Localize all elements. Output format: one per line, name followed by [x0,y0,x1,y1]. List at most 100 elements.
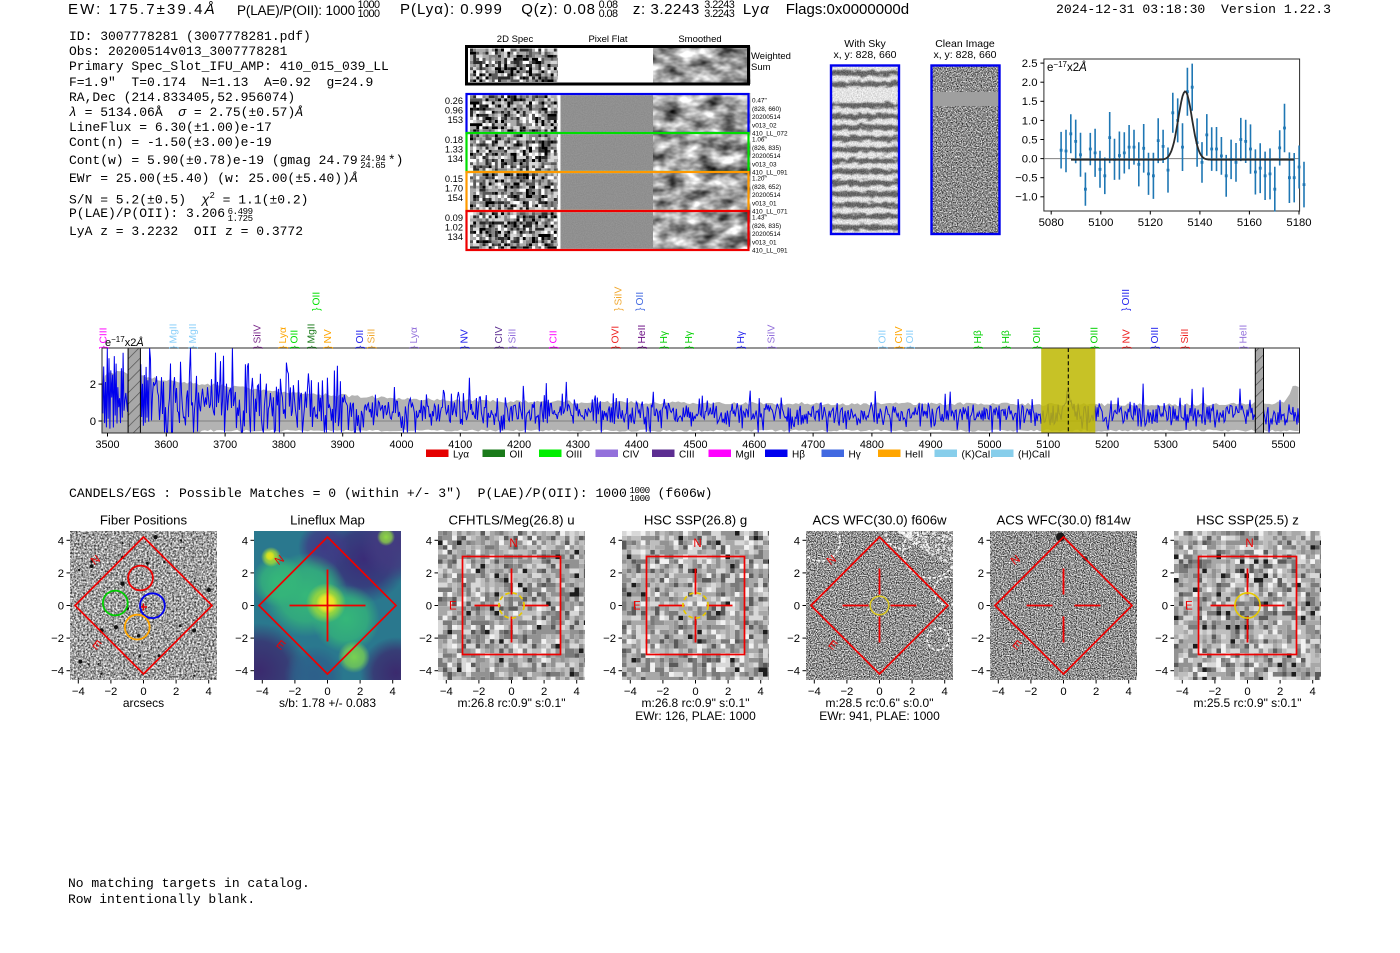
svg-text:2: 2 [1162,568,1168,580]
svg-text:m:28.5 rc:0.6" s:0.0": m:28.5 rc:0.6" s:0.0" [826,696,934,710]
svg-text:} CIV: } CIV [894,326,905,349]
svg-text:} NV: } NV [459,329,470,349]
svg-text:0: 0 [876,686,882,698]
svg-text:−0.5: −0.5 [1015,173,1037,185]
svg-text:E: E [1185,601,1193,613]
svg-text:ACS WFC(30.0) f814w: ACS WFC(30.0) f814w [996,513,1131,528]
svg-text:(826, 835): (826, 835) [752,145,781,152]
svg-text:m:26.8 rc:0.9" s:0.1": m:26.8 rc:0.9" s:0.1" [642,696,750,710]
svg-text:−1.0: −1.0 [1015,192,1037,204]
svg-text:} CIII: } CIII [98,327,109,349]
svg-text:−4: −4 [971,666,984,678]
svg-text:(828, 652): (828, 652) [752,184,781,191]
svg-text:−4: −4 [808,686,821,698]
svg-text:0: 0 [58,601,64,613]
svg-text:ACS WFC(30.0) f606w: ACS WFC(30.0) f606w [812,513,947,528]
svg-text:0.18: 0.18 [445,135,463,145]
svg-text:410_LL_091: 410_LL_091 [752,170,788,177]
svg-text:OII: OII [510,450,523,461]
svg-text:Lineflux Map: Lineflux Map [290,513,365,528]
svg-text:} SiII: } SiII [367,329,378,349]
svg-text:2: 2 [173,686,179,698]
svg-text:2D Spec: 2D Spec [497,34,534,45]
svg-text:−2: −2 [656,686,669,698]
svg-text:−4: −4 [51,666,64,678]
svg-text:} HeII: } HeII [637,325,648,349]
svg-text:} CIV: } CIV [494,326,505,349]
svg-text:x, y: 828, 660: x, y: 828, 660 [833,49,896,61]
svg-text:CFHTLS/Meg(26.8) u: CFHTLS/Meg(26.8) u [448,513,574,528]
svg-text:e−17x2Å: e−17x2Å [105,335,144,349]
svg-text:} OIII: } OIII [1150,327,1161,349]
svg-text:−2: −2 [840,686,853,698]
svg-text:5500: 5500 [1271,439,1295,451]
svg-text:} SiII: } SiII [1180,329,1191,349]
svg-text:−2: −2 [603,633,616,645]
svg-text:EWr: 941, PLAE: 1000: EWr: 941, PLAE: 1000 [819,709,940,723]
svg-text:} OII: } OII [905,330,916,349]
svg-text:Smoothed: Smoothed [678,34,721,45]
svg-text:5100: 5100 [1088,217,1113,229]
svg-text:−2: −2 [104,686,117,698]
svg-text:−4: −4 [1155,666,1168,678]
svg-text:} Hγ: } Hγ [736,330,747,349]
svg-text:(H)CaII: (H)CaII [1018,450,1050,461]
svg-text:−4: −4 [440,686,453,698]
svg-text:0.0: 0.0 [1022,154,1038,166]
svg-text:} Hβ: } Hβ [1001,330,1012,349]
svg-text:Fiber Positions: Fiber Positions [100,513,188,528]
svg-text:CIV: CIV [623,450,640,461]
svg-text:1.02: 1.02 [445,223,463,233]
svg-text:N: N [509,538,517,550]
svg-text:0: 0 [426,601,432,613]
svg-text:5300: 5300 [1154,439,1178,451]
svg-text:410_LL_071: 410_LL_071 [752,209,788,216]
svg-text:153: 153 [447,115,463,125]
svg-text:} Hβ: } Hβ [973,330,984,349]
svg-text:3900: 3900 [331,439,355,451]
svg-text:−2: −2 [971,633,984,645]
svg-text:154: 154 [447,193,463,203]
svg-text:(826, 835): (826, 835) [752,223,781,230]
svg-text:1.33: 1.33 [445,145,463,155]
svg-text:−4: −4 [787,666,800,678]
svg-text:4: 4 [426,535,432,547]
svg-text:e−17x2Å: e−17x2Å [1047,60,1087,74]
svg-text:Clean Image: Clean Image [935,38,995,50]
svg-text:−4: −4 [72,686,85,698]
svg-text:HSC SSP(26.8) g: HSC SSP(26.8) g [644,513,747,528]
svg-text:Sum: Sum [751,62,771,73]
svg-text:} MgII: } MgII [188,323,199,349]
svg-text:2: 2 [610,568,616,580]
svg-text:3800: 3800 [272,439,296,451]
svg-text:4900: 4900 [919,439,943,451]
svg-text:0: 0 [794,601,800,613]
svg-text:} Hγ: } Hγ [684,330,695,349]
svg-text:−2: −2 [419,633,432,645]
svg-text:−4: −4 [992,686,1005,698]
svg-text:−4: −4 [603,666,616,678]
svg-text:4: 4 [758,686,764,698]
svg-text:2: 2 [725,686,731,698]
svg-text:4: 4 [58,535,64,547]
svg-text:0: 0 [1244,686,1250,698]
svg-text:0: 0 [242,601,248,613]
svg-text:5080: 5080 [1039,217,1064,229]
svg-text:m:25.5 rc:0.9" s:0.1": m:25.5 rc:0.9" s:0.1" [1194,696,1302,710]
svg-text:−2: −2 [1024,686,1037,698]
svg-text:1.20": 1.20" [752,176,767,183]
svg-text:5160: 5160 [1237,217,1262,229]
svg-text:20200514: 20200514 [752,231,781,238]
svg-text:4000: 4000 [389,439,413,451]
svg-text:0.96: 0.96 [445,106,463,116]
svg-text:20200514: 20200514 [752,192,781,199]
svg-text:−4: −4 [624,686,637,698]
svg-text:2.0: 2.0 [1022,77,1038,89]
svg-text:134: 134 [447,232,463,242]
svg-text:2: 2 [242,568,248,580]
svg-text:} CII: } CII [548,330,559,349]
svg-text:0: 0 [140,686,146,698]
svg-text:} SiIV: } SiIV [613,286,624,311]
svg-text:(828, 660): (828, 660) [752,106,781,113]
svg-text:5180: 5180 [1286,217,1311,229]
